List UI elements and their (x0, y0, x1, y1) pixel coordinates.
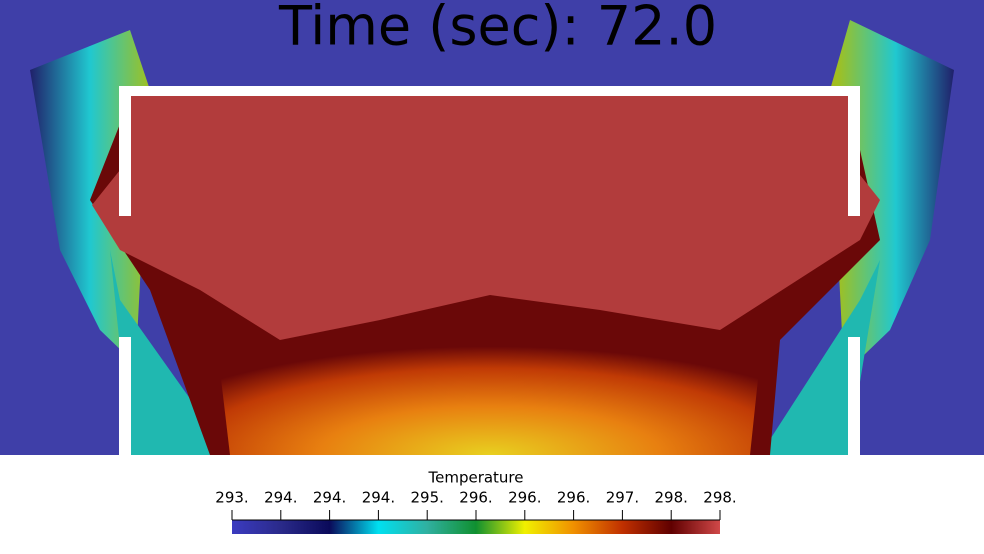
wall-right-lower (848, 337, 860, 455)
colorbar-tick-label: 296. (508, 489, 541, 507)
wall-top (119, 86, 860, 96)
time-title: Time (sec): 72.0 (278, 0, 717, 58)
wall-right-upper (848, 86, 860, 216)
colorbar-tick-label: 296. (557, 489, 590, 507)
colorbar-tick-label: 295. (410, 489, 443, 507)
colorbar-tick-label: 294. (264, 489, 297, 507)
colorbar (232, 520, 720, 534)
hot-core (220, 300, 760, 455)
colorbar-ticks: 293. 294. 294. 294. 295. 296. 296. 296. 297. 298.… (215, 489, 737, 520)
colorbar-tick-label: 294. (313, 489, 346, 507)
left-teal (110, 250, 230, 455)
red-region (92, 96, 880, 340)
colorbar-tick-label: 293. (215, 489, 248, 507)
wall-left-upper (119, 86, 131, 216)
walls (119, 86, 860, 455)
wall-left-lower (119, 337, 131, 455)
colorbar-tick-label: 296. (459, 489, 492, 507)
colorbar-title: Temperature (427, 469, 523, 487)
colorbar-tick-label: 298. (703, 489, 736, 507)
colorbar-tick-label: 298. (654, 489, 687, 507)
field (0, 0, 984, 455)
colorbar-tick-label: 297. (606, 489, 639, 507)
colorbar-tick-label: 294. (362, 489, 395, 507)
